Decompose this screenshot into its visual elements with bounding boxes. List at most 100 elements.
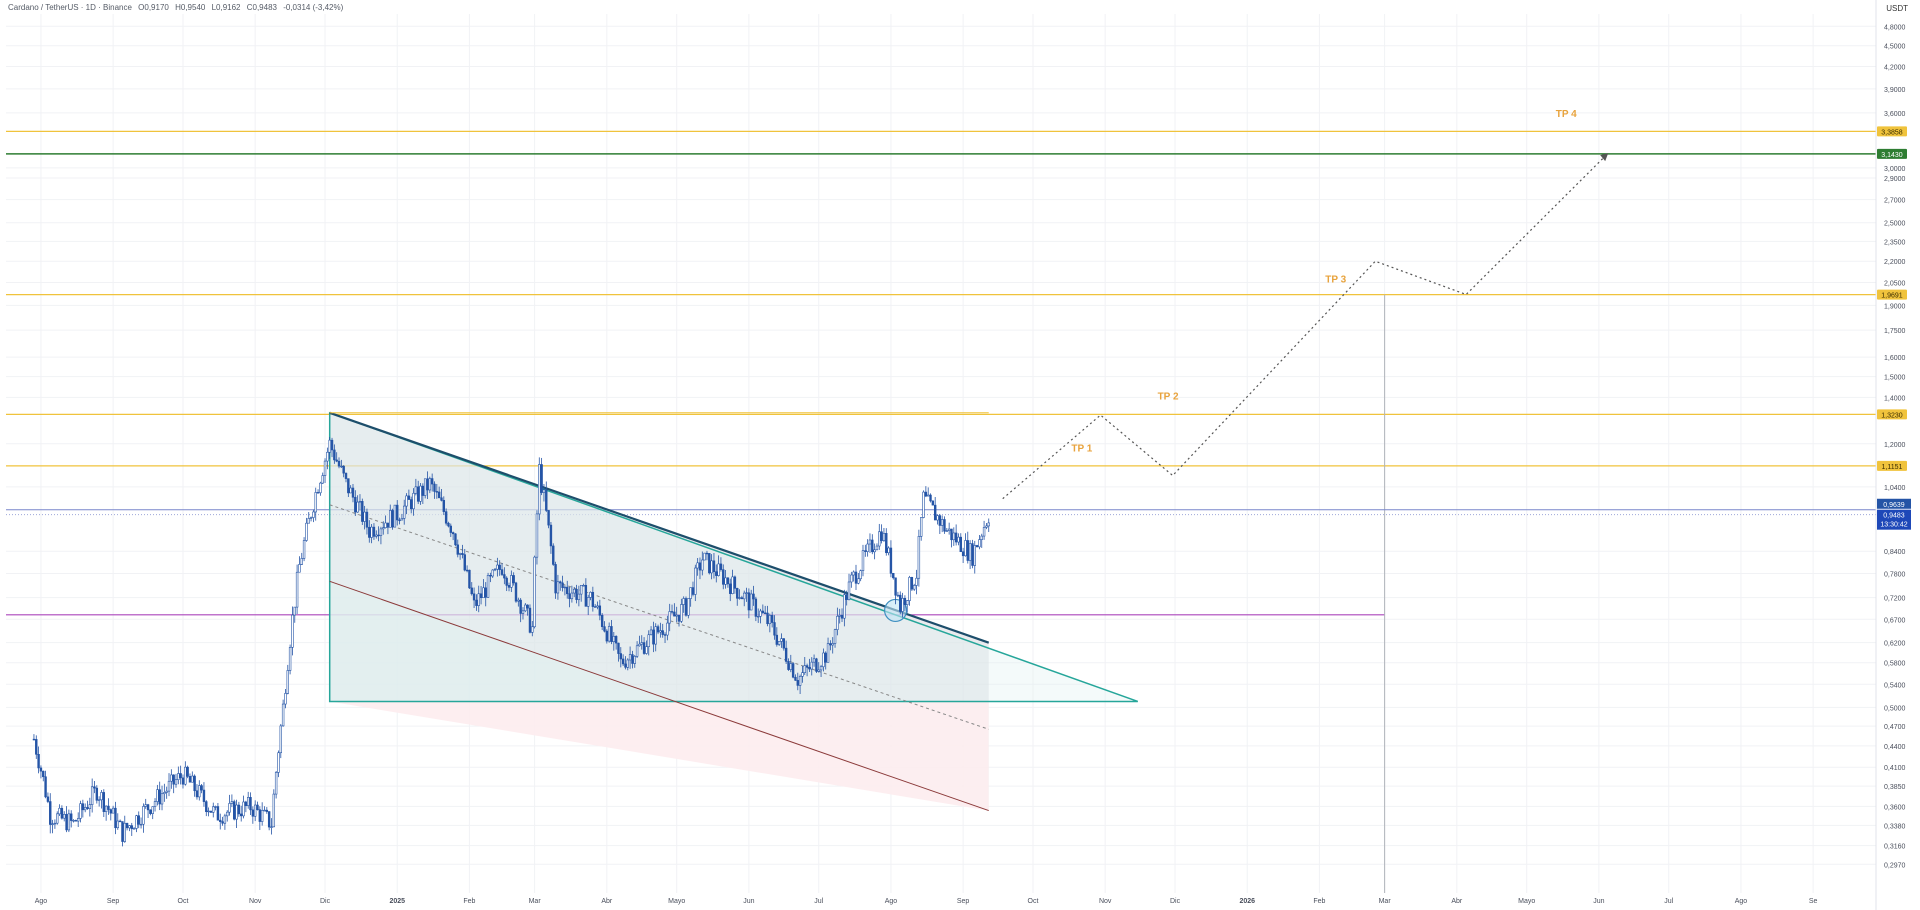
- candle-body: [514, 582, 518, 602]
- y-tick-label: 2,5000: [1884, 221, 1906, 228]
- candle-body: [556, 581, 560, 594]
- x-tick-label: Ago: [885, 898, 898, 905]
- candle-body: [219, 819, 222, 822]
- candle-body: [805, 665, 809, 668]
- candle-body: [929, 494, 932, 502]
- candle-body: [265, 809, 269, 812]
- x-tick-label: Jul: [1664, 898, 1673, 905]
- y-tick-label: 0,5000: [1884, 705, 1906, 712]
- candle-body: [607, 626, 611, 642]
- candle-body: [507, 585, 511, 588]
- candle-body: [645, 646, 648, 654]
- candle-body: [610, 626, 613, 642]
- candle-body: [745, 592, 748, 594]
- candle-body: [649, 629, 653, 636]
- candle-body: [67, 813, 71, 831]
- level-price-tag: [1877, 289, 1907, 300]
- candle-body: [398, 519, 401, 522]
- candle-body: [640, 642, 643, 645]
- candle-body: [538, 464, 541, 515]
- candle-body: [920, 517, 923, 537]
- candle-body: [482, 587, 485, 599]
- last-price-tag: [1877, 509, 1911, 530]
- candle-body: [88, 804, 92, 809]
- candle-body: [277, 752, 280, 773]
- candle-body: [188, 776, 192, 783]
- candle-body: [973, 545, 976, 566]
- candle-body: [819, 666, 823, 671]
- candle-body: [780, 638, 783, 642]
- candle-body: [822, 652, 825, 668]
- candle-body: [899, 594, 902, 612]
- candle-body: [400, 518, 404, 521]
- level-price-text: 1,3230: [1881, 412, 1903, 419]
- candle-body: [223, 815, 227, 824]
- ohlc-low: L0,9162: [211, 3, 241, 12]
- candle-body: [670, 611, 674, 613]
- candle-body: [368, 526, 371, 538]
- x-tick-label: 2025: [389, 898, 405, 905]
- candle-body: [468, 569, 471, 589]
- candle-body: [801, 672, 804, 677]
- candle-body: [307, 518, 310, 524]
- candle-body: [337, 460, 341, 467]
- y-tick-label: 0,4100: [1884, 765, 1906, 772]
- candle-body: [70, 813, 73, 821]
- candle-body: [933, 504, 937, 521]
- candle-body: [729, 583, 732, 594]
- candle-body: [782, 638, 786, 649]
- candle-body: [719, 563, 723, 570]
- candle-body: [202, 789, 206, 802]
- candle-body: [661, 630, 664, 635]
- candle-body: [165, 790, 168, 793]
- candle-body: [321, 475, 324, 484]
- y-tick-label: 1,9000: [1884, 303, 1906, 310]
- candle-body: [258, 809, 262, 822]
- candle-body: [521, 610, 525, 614]
- candle-body: [205, 801, 208, 812]
- x-tick-label: Dic: [1170, 898, 1181, 905]
- candle-body: [978, 539, 981, 548]
- candle-body: [631, 654, 634, 664]
- tp-label: TP 1: [1071, 443, 1092, 454]
- candle-body: [705, 552, 709, 555]
- level-price-text: 1,9691: [1881, 293, 1903, 300]
- candle-body: [878, 531, 881, 547]
- y-tick-label: 0,3160: [1884, 844, 1906, 851]
- candle-body: [889, 547, 893, 574]
- candle-body: [340, 465, 343, 468]
- candle-body: [72, 820, 75, 822]
- candle-body: [305, 522, 308, 541]
- candle-body: [761, 610, 765, 614]
- candle-body: [922, 491, 925, 518]
- candle-body: [824, 652, 827, 663]
- candle-body: [684, 598, 688, 616]
- candle-body: [903, 598, 907, 606]
- candle-body: [354, 496, 357, 513]
- candle-body: [132, 828, 136, 830]
- candle-body: [109, 809, 112, 814]
- candle-body: [833, 629, 837, 644]
- candle-body: [591, 591, 595, 607]
- candle-body: [694, 567, 697, 595]
- candle-body: [791, 663, 795, 678]
- candle-body: [738, 597, 741, 599]
- candle-body: [272, 793, 276, 828]
- candle-body: [668, 611, 671, 624]
- x-tick-label: Jun: [1593, 898, 1604, 905]
- candle-body: [982, 527, 986, 537]
- candle-body: [260, 810, 264, 822]
- candle-body: [472, 593, 476, 601]
- candle-body: [444, 511, 448, 524]
- y-tick-label: 0,4400: [1884, 744, 1906, 751]
- y-tick-label: 2,0500: [1884, 281, 1906, 288]
- x-tick-label: Feb: [463, 898, 475, 905]
- candle-body: [314, 492, 317, 513]
- x-tick-label: Abr: [601, 898, 613, 905]
- candle-body: [403, 505, 406, 519]
- candle-body: [943, 519, 946, 532]
- candle-body: [638, 643, 641, 647]
- candle-body: [584, 584, 588, 607]
- tp-label: TP 2: [1158, 392, 1179, 403]
